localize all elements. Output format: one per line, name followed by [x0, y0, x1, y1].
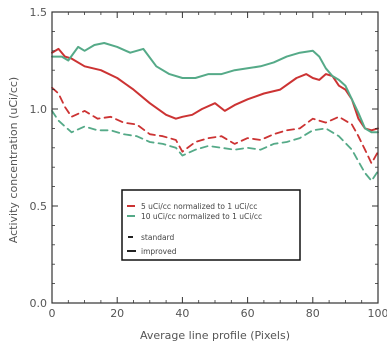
x-tick-label: 40 — [175, 307, 189, 320]
legend-label-10uci: 10 uCi/cc normalized to 1 uCi/cc — [141, 212, 262, 221]
y-axis-label: Activity concentration (uCi/cc) — [7, 77, 20, 243]
y-tick-label: 1.5 — [30, 6, 48, 19]
series-line-0 — [51, 47, 379, 132]
y-tick-label: 1.0 — [30, 103, 48, 116]
x-tick-label: 100 — [368, 307, 387, 320]
x-tick-label: 60 — [241, 307, 255, 320]
legend-label-standard: standard — [141, 233, 175, 242]
x-tick-label: 80 — [306, 307, 320, 320]
plot-lines — [51, 42, 379, 182]
legend-box — [121, 189, 301, 261]
x-tick-label: 0 — [49, 307, 56, 320]
legend: 5 uCi/cc normalized to 1 uCi/cc 10 uCi/c… — [121, 189, 301, 261]
legend-label-improved: improved — [141, 247, 177, 256]
legend-label-5uci: 5 uCi/cc normalized to 1 uCi/cc — [141, 202, 257, 211]
series-line-1 — [51, 42, 379, 134]
series-line-3 — [51, 110, 379, 182]
series-line-2 — [51, 86, 379, 165]
x-axis-label: Average line profile (Pixels) — [140, 329, 290, 342]
x-tick-label: 20 — [110, 307, 124, 320]
axis-ticks: 0 20 40 60 80 100 0.0 0.5 1.0 1.5 — [30, 6, 387, 320]
y-tick-label: 0.5 — [30, 200, 48, 213]
y-tick-label: 0.0 — [30, 297, 48, 310]
